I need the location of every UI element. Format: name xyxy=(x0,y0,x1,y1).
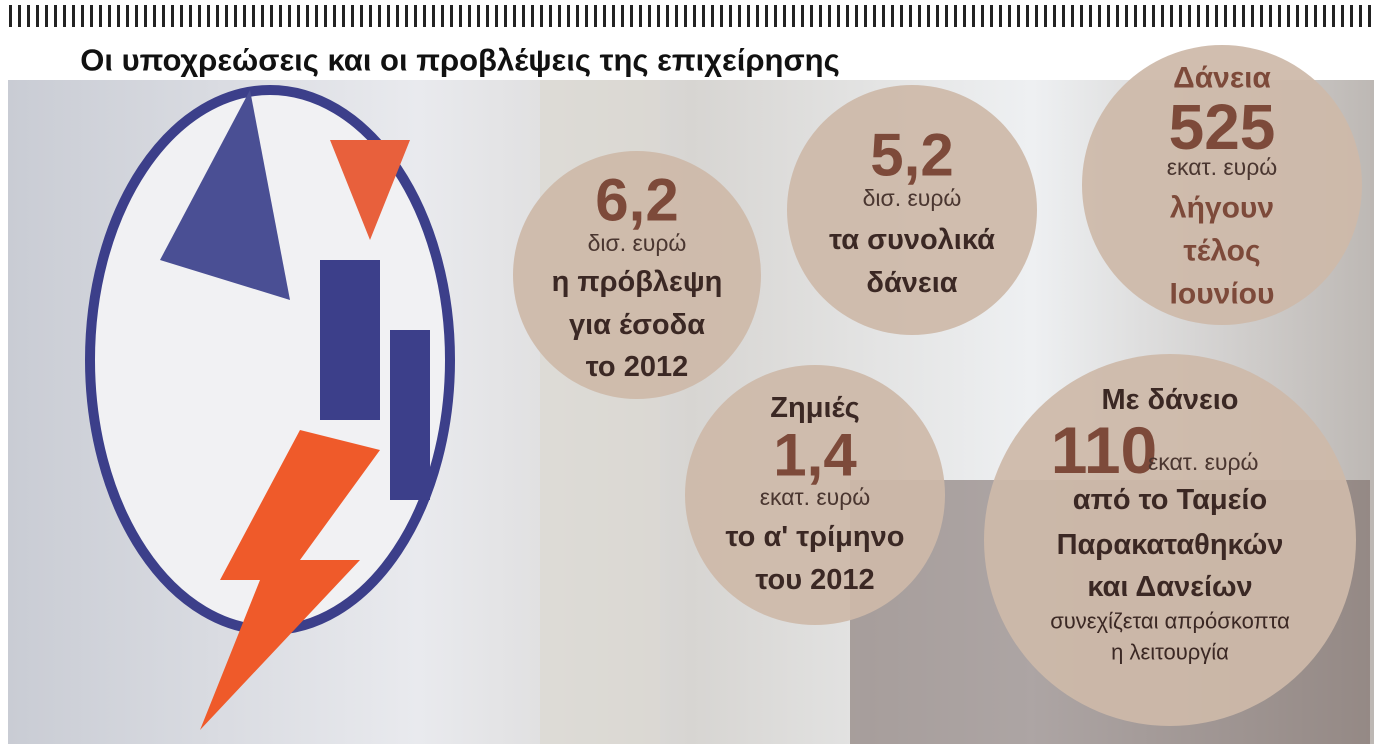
note: συνεχίζεται απρόσκοπτα xyxy=(1050,609,1290,634)
title: Οι υποχρεώσεις και οι προβλέψεις της επι… xyxy=(80,43,840,78)
bubble-circle xyxy=(685,365,945,625)
unit: δισ. ευρώ xyxy=(588,230,687,256)
bubble: Δάνεια 525 εκατ. ευρώ λήγουν τέλος Ιουνί… xyxy=(1082,45,1362,325)
caption: από το Ταμείο xyxy=(1073,484,1267,516)
bubble-circle xyxy=(984,354,1356,726)
bubble: Ζημιές 1,4 εκατ. ευρώ το α' τρίμηνο του … xyxy=(685,365,945,625)
heading: Δάνεια xyxy=(1173,62,1271,95)
caption: του 2012 xyxy=(755,564,874,596)
caption: η πρόβλεψη xyxy=(552,266,723,298)
number: 110 xyxy=(1051,413,1157,487)
number: 1,4 xyxy=(773,422,857,489)
heading: Με δάνειο xyxy=(1101,384,1238,416)
caption: λήγουν xyxy=(1170,192,1274,225)
heading: Ζημιές xyxy=(770,392,859,424)
caption: τα συνολικά xyxy=(829,224,995,256)
bubble-circle xyxy=(513,151,761,399)
number: 525 xyxy=(1169,91,1276,163)
caption: για έσοδα xyxy=(569,309,705,341)
caption: δάνεια xyxy=(866,267,957,299)
bubble: 5,2 δισ. ευρώ τα συνολικά δάνεια xyxy=(787,85,1037,335)
unit: εκατ. ευρώ xyxy=(1167,154,1278,180)
number: 6,2 xyxy=(595,167,678,234)
bubble-circle xyxy=(787,85,1037,335)
unit: εκατ. ευρώ xyxy=(1148,449,1259,475)
number: 5,2 xyxy=(870,122,953,189)
bubble: 6,2 δισ. ευρώ η πρόβλεψη για έσοδα το 20… xyxy=(513,151,761,399)
unit: εκατ. ευρώ xyxy=(760,484,871,510)
bubble-circle xyxy=(1082,45,1362,325)
header-stripes xyxy=(8,5,1374,27)
caption: και Δανείων xyxy=(1087,571,1252,603)
caption: τέλος xyxy=(1183,235,1260,268)
unit: δισ. ευρώ xyxy=(863,185,962,211)
caption: Παρακαταθηκών xyxy=(1057,529,1284,561)
caption: Ιουνίου xyxy=(1170,278,1275,311)
logo xyxy=(85,85,455,730)
note: η λειτουργία xyxy=(1111,640,1229,665)
caption: το α' τρίμηνο xyxy=(726,521,905,553)
bubble: Με δάνειο 110 εκατ. ευρώ από το Ταμείο Π… xyxy=(984,354,1356,726)
caption: το 2012 xyxy=(586,351,688,383)
